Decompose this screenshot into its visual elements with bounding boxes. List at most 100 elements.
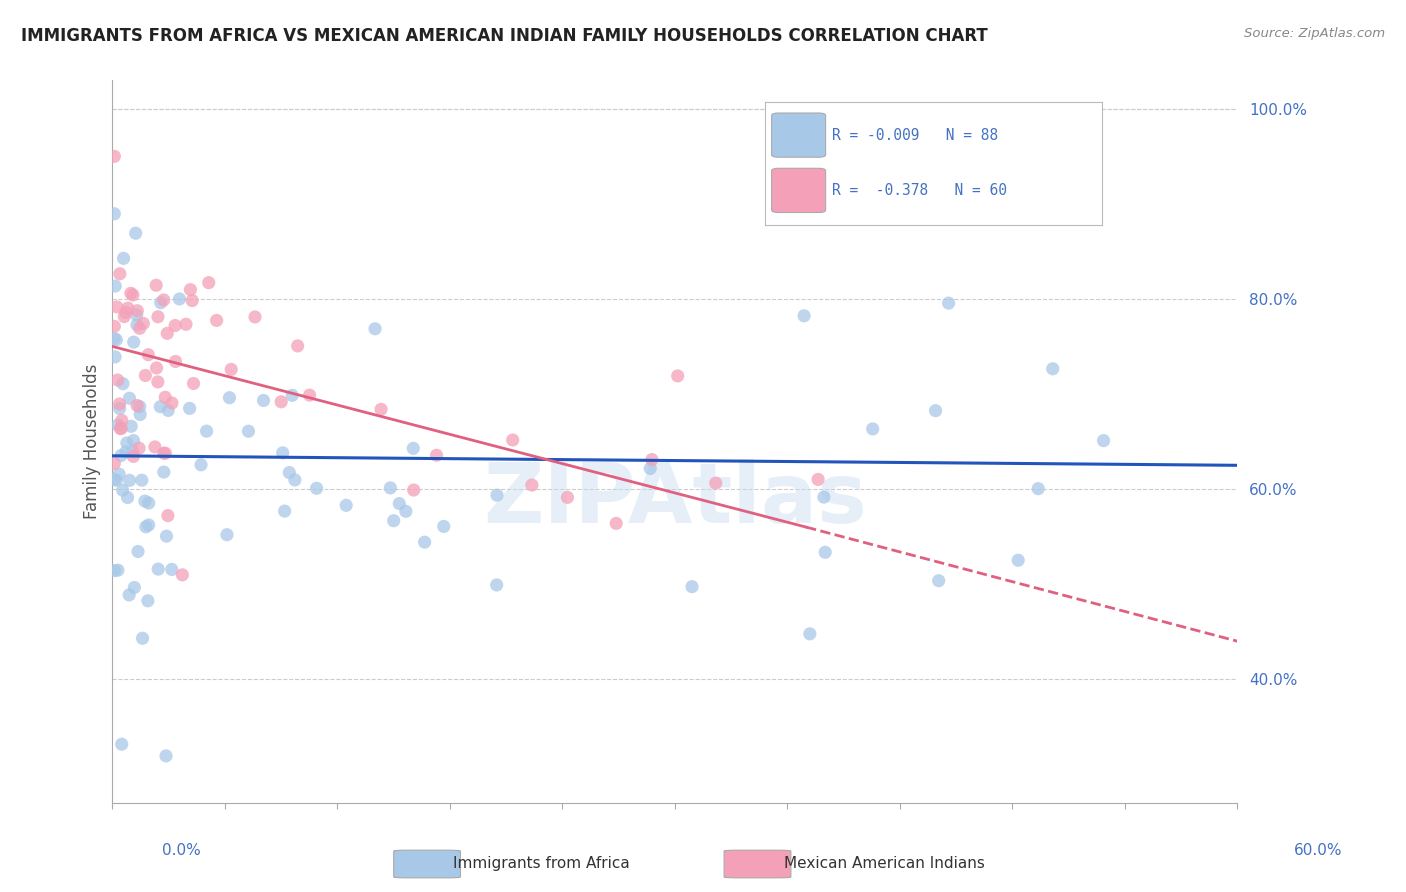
Point bbox=[103, 149, 125, 163]
Point bbox=[271, 446, 294, 460]
Point bbox=[666, 368, 689, 383]
Point bbox=[640, 461, 662, 475]
Point bbox=[155, 748, 177, 763]
Point bbox=[127, 399, 149, 413]
Point bbox=[157, 403, 180, 417]
Point bbox=[190, 458, 212, 472]
Point bbox=[104, 350, 127, 364]
Point bbox=[136, 348, 159, 362]
Point bbox=[425, 448, 447, 462]
Point bbox=[305, 481, 328, 495]
Point bbox=[605, 516, 627, 531]
Point bbox=[105, 300, 128, 314]
Point bbox=[121, 444, 143, 458]
Point bbox=[128, 441, 150, 455]
Point bbox=[118, 588, 141, 602]
Point bbox=[924, 403, 946, 417]
Point bbox=[179, 283, 201, 297]
Point bbox=[124, 226, 146, 240]
Point bbox=[364, 322, 387, 336]
Point bbox=[799, 627, 821, 641]
Point bbox=[131, 473, 153, 487]
Point bbox=[115, 436, 138, 450]
Point bbox=[169, 292, 191, 306]
Point bbox=[110, 421, 132, 435]
Point bbox=[108, 397, 131, 411]
Point bbox=[124, 581, 146, 595]
Point bbox=[108, 467, 131, 482]
Point bbox=[112, 310, 135, 324]
Point bbox=[118, 391, 141, 405]
Point bbox=[413, 535, 436, 549]
Point bbox=[128, 400, 150, 414]
Point bbox=[108, 267, 131, 281]
Point bbox=[146, 375, 169, 389]
Point bbox=[382, 514, 405, 528]
Point bbox=[114, 305, 136, 319]
Point bbox=[156, 508, 179, 523]
Point bbox=[103, 319, 125, 334]
Point bbox=[238, 424, 260, 438]
Point bbox=[146, 310, 169, 324]
Point bbox=[103, 472, 125, 486]
Point bbox=[160, 396, 183, 410]
Point bbox=[129, 408, 152, 422]
Point bbox=[928, 574, 950, 588]
Point bbox=[172, 567, 194, 582]
Point bbox=[115, 445, 138, 459]
Point bbox=[160, 562, 183, 576]
Point bbox=[127, 303, 149, 318]
Point bbox=[557, 491, 579, 505]
Point bbox=[108, 401, 131, 416]
Point bbox=[813, 490, 835, 504]
Point bbox=[814, 545, 837, 559]
Point bbox=[281, 388, 304, 402]
Point bbox=[105, 473, 128, 487]
Text: Source: ZipAtlas.com: Source: ZipAtlas.com bbox=[1244, 27, 1385, 40]
Point bbox=[122, 288, 145, 302]
Point bbox=[298, 388, 321, 402]
Point bbox=[103, 457, 125, 471]
Point bbox=[110, 421, 132, 435]
Point bbox=[132, 317, 155, 331]
Text: IMMIGRANTS FROM AFRICA VS MEXICAN AMERICAN INDIAN FAMILY HOUSEHOLDS CORRELATION : IMMIGRANTS FROM AFRICA VS MEXICAN AMERIC… bbox=[21, 27, 988, 45]
Point bbox=[165, 354, 187, 368]
Point bbox=[122, 450, 145, 464]
Point bbox=[111, 376, 134, 391]
Point bbox=[1007, 553, 1029, 567]
Point bbox=[107, 417, 129, 432]
Point bbox=[152, 293, 174, 307]
Point bbox=[134, 494, 156, 508]
Point bbox=[183, 376, 205, 391]
Point bbox=[136, 594, 159, 608]
Point bbox=[125, 308, 148, 322]
Point bbox=[143, 440, 166, 454]
Point bbox=[273, 504, 295, 518]
Point bbox=[135, 520, 157, 534]
FancyBboxPatch shape bbox=[724, 850, 790, 878]
Point bbox=[215, 527, 238, 541]
Point bbox=[395, 504, 418, 518]
Point bbox=[270, 394, 292, 409]
Point bbox=[128, 321, 150, 335]
Point bbox=[181, 293, 204, 308]
Point bbox=[155, 529, 177, 543]
Y-axis label: Family Households: Family Households bbox=[83, 364, 101, 519]
Point bbox=[127, 544, 149, 558]
Point bbox=[388, 497, 411, 511]
Point bbox=[278, 466, 301, 480]
Point bbox=[152, 446, 174, 460]
Point bbox=[148, 562, 170, 576]
Point bbox=[284, 473, 307, 487]
Point bbox=[218, 391, 240, 405]
Point bbox=[335, 499, 357, 513]
Point bbox=[111, 737, 134, 751]
Point bbox=[145, 361, 167, 376]
Point bbox=[110, 449, 132, 463]
Point bbox=[103, 207, 125, 221]
Point bbox=[111, 413, 134, 427]
Point bbox=[155, 446, 177, 460]
Point bbox=[117, 491, 139, 505]
Point bbox=[402, 483, 425, 497]
Point bbox=[380, 481, 402, 495]
